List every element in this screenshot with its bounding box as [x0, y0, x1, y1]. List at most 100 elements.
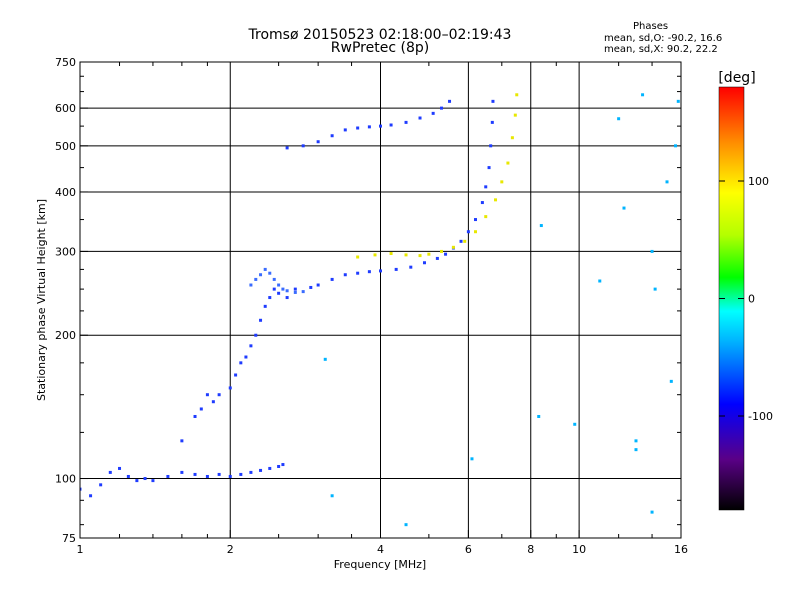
- data-point: [217, 393, 221, 397]
- data-point: [444, 252, 448, 256]
- y-axis-ticks: 75 100 200 300 400 500 600 750: [55, 56, 681, 545]
- data-point: [500, 180, 504, 184]
- data-point: [193, 472, 197, 476]
- data-point: [259, 318, 263, 322]
- data-point: [330, 134, 334, 138]
- data-point: [440, 249, 444, 253]
- y-tick-label: 300: [55, 245, 76, 258]
- data-point: [254, 333, 258, 337]
- data-point: [515, 93, 519, 97]
- data-point: [356, 126, 360, 130]
- data-point: [473, 230, 477, 234]
- data-point: [249, 283, 253, 287]
- data-point: [268, 271, 272, 275]
- data-point: [674, 144, 678, 148]
- x-tick-label: 10: [572, 543, 586, 556]
- y-tick-label: 200: [55, 329, 76, 342]
- data-point: [451, 245, 455, 249]
- data-point: [573, 422, 577, 426]
- data-point: [281, 463, 285, 467]
- data-point: [373, 253, 377, 257]
- data-point: [205, 474, 209, 478]
- data-point: [211, 400, 215, 404]
- data-point: [99, 483, 103, 487]
- data-point: [234, 373, 238, 377]
- data-point: [491, 99, 495, 103]
- data-point: [404, 523, 408, 527]
- data-point: [466, 230, 470, 234]
- data-point: [343, 128, 347, 132]
- data-point: [484, 215, 488, 219]
- data-point: [367, 125, 371, 129]
- data-point: [356, 255, 360, 259]
- data-point: [537, 414, 541, 418]
- data-point: [135, 479, 139, 483]
- data-point: [193, 414, 197, 418]
- data-point: [435, 256, 439, 260]
- data-point: [641, 93, 645, 97]
- data-point: [281, 287, 285, 291]
- data-point: [440, 106, 444, 110]
- data-point: [379, 124, 382, 128]
- data-point: [343, 273, 347, 277]
- data-point: [513, 113, 517, 117]
- data-point: [422, 261, 426, 265]
- data-point: [676, 99, 680, 103]
- data-point: [239, 361, 243, 365]
- data-point: [254, 277, 258, 281]
- data-point: [470, 457, 474, 461]
- data-point: [427, 252, 431, 256]
- data-point: [622, 206, 626, 210]
- data-point: [118, 466, 122, 470]
- y-tick-label: 100: [55, 473, 76, 486]
- data-point: [484, 185, 488, 189]
- data-point: [487, 166, 491, 170]
- data-point: [259, 273, 263, 277]
- data-point: [404, 120, 408, 124]
- x-tick-label: 1: [77, 543, 84, 556]
- data-point: [108, 470, 112, 474]
- data-point: [330, 277, 334, 281]
- y-tick-label: 500: [55, 140, 76, 153]
- data-point: [199, 407, 203, 411]
- data-point: [285, 289, 289, 293]
- data-point: [126, 474, 130, 478]
- chart-title-line2: RwPretec (8p): [330, 40, 430, 56]
- x-tick-label: 2: [227, 543, 234, 556]
- data-point: [285, 146, 289, 150]
- data-point: [263, 304, 267, 308]
- data-point: [418, 116, 422, 120]
- data-point: [180, 470, 184, 474]
- data-point: [379, 269, 382, 273]
- data-point: [293, 287, 297, 291]
- x-tick-label: 6: [465, 543, 472, 556]
- data-point: [228, 386, 232, 390]
- phases-x-stats: mean, sd,X: 90.2, 22.2: [604, 44, 718, 55]
- data-point: [539, 224, 543, 228]
- colorbar-tick-label: -100: [748, 410, 773, 423]
- data-point: [309, 285, 313, 289]
- x-axis-label: Frequency [MHz]: [334, 558, 426, 571]
- colorbar-tick-label: 100: [748, 175, 769, 188]
- data-point: [323, 357, 327, 361]
- y-axis-label: Stationary phase Virtual Height [km]: [35, 199, 48, 401]
- data-point: [151, 479, 155, 483]
- data-point: [277, 291, 281, 295]
- data-point: [617, 117, 621, 121]
- data-point: [316, 283, 320, 287]
- x-axis-ticks: 1 2 4 6 8 10 16: [77, 62, 688, 556]
- data-point: [510, 136, 514, 140]
- data-point: [665, 180, 669, 184]
- data-point: [239, 472, 243, 476]
- y-tick-label: 75: [62, 532, 76, 545]
- data-point: [431, 111, 435, 115]
- x-tick-label: 8: [527, 543, 534, 556]
- data-point: [669, 379, 673, 383]
- data-point: [272, 287, 276, 291]
- y-tick-label: 600: [55, 102, 76, 115]
- data-point: [166, 474, 170, 478]
- data-point: [143, 477, 147, 481]
- colorbar-tick-label: 0: [748, 293, 755, 306]
- data-point: [653, 287, 657, 291]
